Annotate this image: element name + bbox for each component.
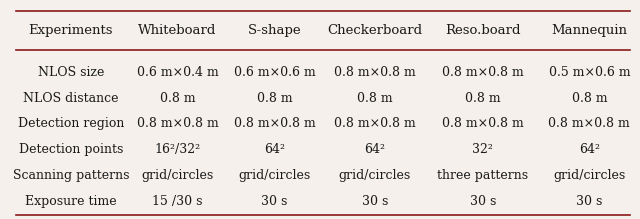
- Text: 0.8 m×0.8 m: 0.8 m×0.8 m: [442, 117, 524, 131]
- Text: 30 s: 30 s: [261, 195, 288, 208]
- Text: Whiteboard: Whiteboard: [138, 24, 217, 37]
- Text: 64²: 64²: [264, 143, 285, 156]
- Text: 64²: 64²: [364, 143, 385, 156]
- Text: 0.8 m×0.8 m: 0.8 m×0.8 m: [548, 117, 630, 131]
- Text: 0.6 m×0.4 m: 0.6 m×0.4 m: [136, 65, 218, 79]
- Text: Checkerboard: Checkerboard: [327, 24, 422, 37]
- Text: three patterns: three patterns: [437, 169, 529, 182]
- Text: Mannequin: Mannequin: [551, 24, 627, 37]
- Text: 30 s: 30 s: [470, 195, 496, 208]
- Text: 0.6 m×0.6 m: 0.6 m×0.6 m: [234, 65, 316, 79]
- Text: 30 s: 30 s: [576, 195, 602, 208]
- Text: 0.8 m: 0.8 m: [159, 92, 195, 104]
- Text: 32²: 32²: [472, 143, 493, 156]
- Text: 0.8 m: 0.8 m: [572, 92, 607, 104]
- Text: 0.8 m×0.8 m: 0.8 m×0.8 m: [234, 117, 316, 131]
- Text: 15 /30 s: 15 /30 s: [152, 195, 203, 208]
- Text: Experiments: Experiments: [29, 24, 113, 37]
- Text: 0.8 m×0.8 m: 0.8 m×0.8 m: [334, 65, 415, 79]
- Text: Detection points: Detection points: [19, 143, 123, 156]
- Text: 0.8 m×0.8 m: 0.8 m×0.8 m: [442, 65, 524, 79]
- Text: 0.8 m: 0.8 m: [465, 92, 500, 104]
- Text: Detection region: Detection region: [18, 117, 124, 131]
- Text: 16²/32²: 16²/32²: [154, 143, 200, 156]
- Text: 64²: 64²: [579, 143, 600, 156]
- Text: 0.8 m: 0.8 m: [357, 92, 392, 104]
- Text: NLOS distance: NLOS distance: [23, 92, 118, 104]
- Text: S-shape: S-shape: [248, 24, 301, 37]
- Text: 0.5 m×0.6 m: 0.5 m×0.6 m: [548, 65, 630, 79]
- Text: grid/circles: grid/circles: [339, 169, 411, 182]
- Text: Scanning patterns: Scanning patterns: [13, 169, 129, 182]
- Text: 30 s: 30 s: [362, 195, 388, 208]
- Text: 0.8 m×0.8 m: 0.8 m×0.8 m: [136, 117, 218, 131]
- Text: Reso.board: Reso.board: [445, 24, 520, 37]
- Text: grid/circles: grid/circles: [141, 169, 214, 182]
- Text: Exposure time: Exposure time: [25, 195, 116, 208]
- Text: 0.8 m: 0.8 m: [257, 92, 292, 104]
- Text: grid/circles: grid/circles: [553, 169, 625, 182]
- Text: NLOS size: NLOS size: [38, 65, 104, 79]
- Text: 0.8 m×0.8 m: 0.8 m×0.8 m: [334, 117, 415, 131]
- Text: grid/circles: grid/circles: [239, 169, 310, 182]
